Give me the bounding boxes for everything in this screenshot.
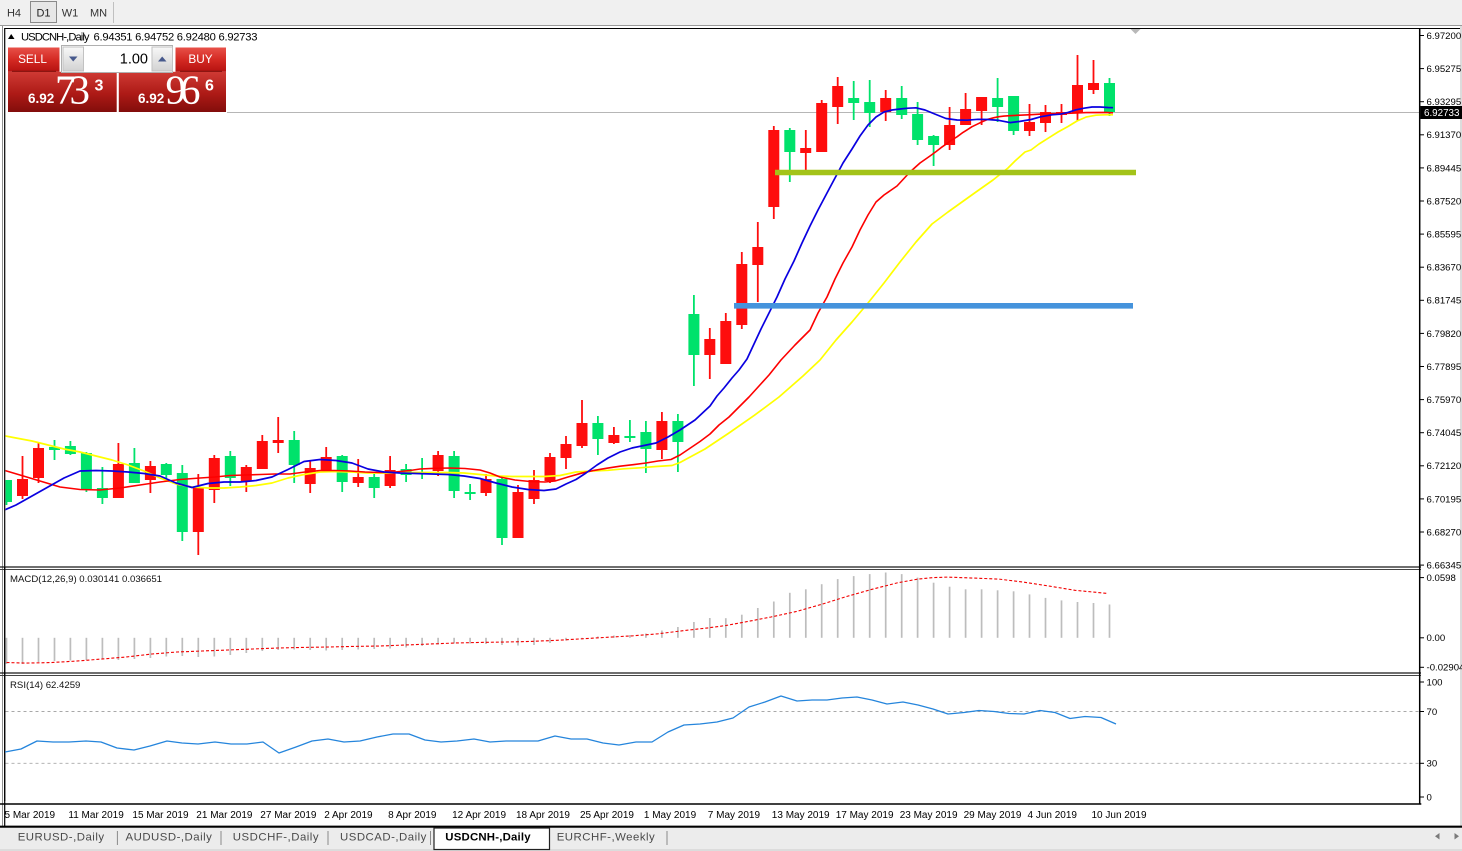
svg-text:H4: H4 [7, 8, 21, 20]
svg-text:10 Jun 2019: 10 Jun 2019 [1092, 810, 1147, 821]
svg-text:6.92: 6.92 [138, 91, 164, 106]
svg-text:7 May 2019: 7 May 2019 [708, 810, 761, 821]
svg-text:96: 96 [166, 67, 201, 113]
svg-text:6.75970: 6.75970 [1427, 395, 1462, 406]
svg-text:25 Apr 2019: 25 Apr 2019 [580, 810, 634, 821]
svg-text:USDCAD-,Daily: USDCAD-,Daily [340, 832, 427, 844]
svg-text:6.91370: 6.91370 [1427, 130, 1462, 141]
svg-text:18 Apr 2019: 18 Apr 2019 [516, 810, 570, 821]
svg-text:6.83670: 6.83670 [1427, 263, 1462, 274]
svg-text:5 Mar 2019: 5 Mar 2019 [5, 810, 56, 821]
svg-text:0.00: 0.00 [1427, 633, 1446, 644]
svg-text:6.85595: 6.85595 [1427, 230, 1462, 241]
svg-text:100: 100 [1427, 677, 1443, 688]
svg-text:1 May 2019: 1 May 2019 [644, 810, 697, 821]
svg-text:15 Mar 2019: 15 Mar 2019 [132, 810, 189, 821]
svg-text:MACD(12,26,9) 0.030141 0.03665: MACD(12,26,9) 0.030141 0.036651 [10, 574, 162, 585]
svg-text:29 May 2019: 29 May 2019 [964, 810, 1022, 821]
svg-text:-0.029049: -0.029049 [1427, 663, 1462, 674]
svg-text:SELL: SELL [18, 52, 47, 66]
svg-text:3: 3 [95, 78, 104, 95]
svg-text:6.66345: 6.66345 [1427, 561, 1462, 572]
svg-text:6.92733: 6.92733 [1424, 108, 1460, 119]
svg-text:8 Apr 2019: 8 Apr 2019 [388, 810, 437, 821]
svg-text:USDCHF-,Daily: USDCHF-,Daily [233, 832, 319, 844]
svg-text:6.77895: 6.77895 [1427, 362, 1462, 373]
svg-text:73: 73 [55, 67, 90, 113]
svg-text:D1: D1 [36, 8, 50, 20]
svg-text:RSI(14) 62.4259: RSI(14) 62.4259 [10, 680, 80, 691]
svg-text:6.79820: 6.79820 [1427, 329, 1462, 340]
svg-text:6.93295: 6.93295 [1427, 97, 1462, 108]
svg-text:13 May 2019: 13 May 2019 [772, 810, 830, 821]
svg-text:6.74045: 6.74045 [1427, 428, 1462, 439]
svg-text:6.72120: 6.72120 [1427, 461, 1462, 472]
svg-text:6.97200: 6.97200 [1427, 31, 1462, 42]
svg-text:6.81745: 6.81745 [1427, 296, 1462, 307]
svg-text:23 May 2019: 23 May 2019 [900, 810, 958, 821]
svg-text:0.0598: 0.0598 [1427, 573, 1456, 584]
svg-text:6.92: 6.92 [28, 91, 54, 106]
svg-text:MN: MN [90, 8, 107, 20]
svg-text:1.00: 1.00 [120, 52, 148, 68]
svg-text:AUDUSD-,Daily: AUDUSD-,Daily [126, 832, 213, 844]
svg-text:4 Jun 2019: 4 Jun 2019 [1028, 810, 1078, 821]
svg-text:USDCNH-,Daily: USDCNH-,Daily [21, 32, 90, 44]
svg-text:6.89445: 6.89445 [1427, 163, 1462, 174]
svg-text:21 Mar 2019: 21 Mar 2019 [196, 810, 253, 821]
svg-text:2 Apr 2019: 2 Apr 2019 [324, 810, 373, 821]
svg-text:6.70195: 6.70195 [1427, 494, 1462, 505]
svg-text:EURUSD-,Daily: EURUSD-,Daily [18, 832, 105, 844]
svg-text:BUY: BUY [188, 52, 212, 66]
svg-text:0: 0 [1427, 792, 1432, 803]
svg-text:17 May 2019: 17 May 2019 [836, 810, 894, 821]
svg-text:USDCNH-,Daily: USDCNH-,Daily [445, 832, 531, 844]
svg-text:27 Mar 2019: 27 Mar 2019 [260, 810, 317, 821]
svg-text:6.87520: 6.87520 [1427, 196, 1462, 207]
svg-text:11 Mar 2019: 11 Mar 2019 [68, 810, 124, 821]
svg-text:6.94351 6.94752 6.92480 6.9273: 6.94351 6.94752 6.92480 6.92733 [94, 32, 258, 44]
svg-text:EURCHF-,Weekly: EURCHF-,Weekly [557, 832, 656, 844]
svg-text:70: 70 [1427, 707, 1438, 718]
svg-text:6.95275: 6.95275 [1427, 64, 1462, 75]
svg-text:W1: W1 [62, 8, 79, 20]
svg-text:30: 30 [1427, 759, 1438, 770]
svg-text:6: 6 [205, 78, 214, 95]
svg-text:12 Apr 2019: 12 Apr 2019 [452, 810, 506, 821]
svg-text:6.68270: 6.68270 [1427, 527, 1462, 538]
